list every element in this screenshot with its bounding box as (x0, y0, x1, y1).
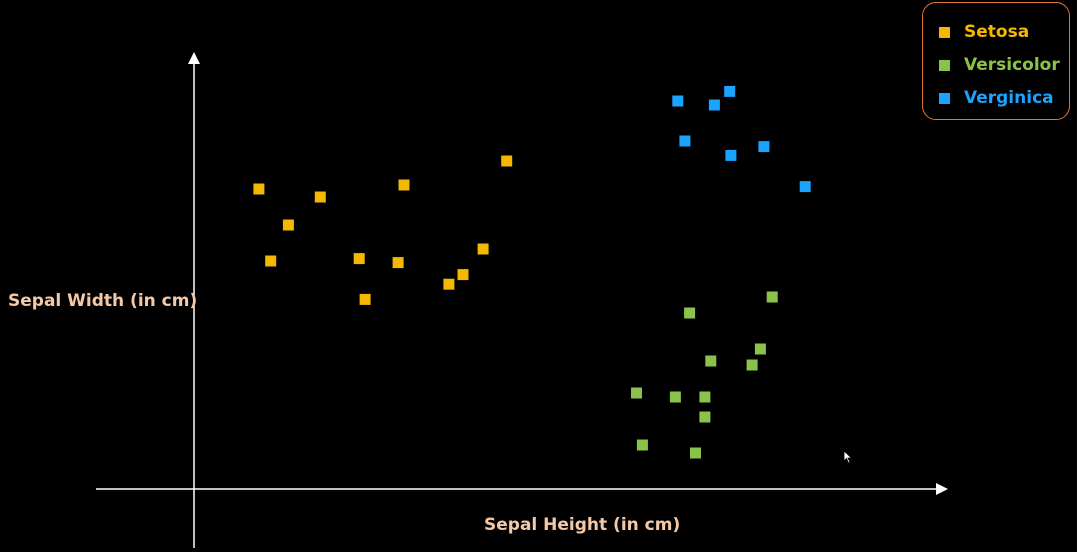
data-point-setosa-0 (253, 183, 265, 195)
data-point-versicolor-10 (766, 291, 778, 303)
data-point-verginica-1 (679, 135, 691, 147)
data-point-setosa-5 (359, 293, 371, 305)
y-axis-title: Sepal Width (in cm) (8, 291, 197, 311)
legend-item-versicolor: Versicolor (939, 54, 1060, 76)
data-point-versicolor-5 (699, 411, 711, 423)
data-point-setosa-7 (392, 257, 404, 269)
data-point-setosa-2 (314, 191, 326, 203)
legend-label-verginica: Verginica (964, 88, 1054, 108)
x-axis-title: Sepal Height (in cm) (484, 515, 680, 535)
data-point-verginica-2 (708, 99, 720, 111)
data-point-verginica-0 (672, 95, 684, 107)
data-point-setosa-6 (398, 179, 410, 191)
legend-swatch-verginica (939, 92, 950, 104)
legend-item-verginica: Verginica (939, 87, 1054, 109)
data-point-versicolor-3 (705, 355, 717, 367)
data-point-versicolor-9 (636, 439, 648, 451)
legend-label-versicolor: Versicolor (964, 55, 1060, 75)
data-point-versicolor-1 (684, 307, 696, 319)
data-point-setosa-3 (265, 255, 277, 267)
data-point-versicolor-4 (699, 391, 711, 403)
data-point-versicolor-2 (669, 391, 681, 403)
data-point-versicolor-6 (754, 343, 766, 355)
data-point-setosa-11 (501, 155, 513, 167)
data-point-verginica-5 (758, 141, 770, 153)
data-point-versicolor-8 (690, 447, 701, 459)
data-point-versicolor-7 (746, 359, 758, 371)
mouse-pointer-icon (843, 450, 853, 464)
data-point-setosa-10 (477, 243, 489, 255)
data-point-verginica-3 (724, 85, 736, 97)
data-point-verginica-6 (799, 181, 811, 193)
data-point-setosa-4 (353, 253, 365, 265)
data-point-setosa-1 (282, 219, 294, 231)
data-point-versicolor-0 (631, 387, 642, 399)
data-point-setosa-9 (457, 269, 469, 281)
legend-item-setosa: Setosa (939, 21, 1029, 43)
data-point-setosa-8 (443, 278, 455, 290)
legend-label-setosa: Setosa (964, 22, 1030, 42)
data-point-verginica-4 (725, 149, 737, 161)
legend-swatch-setosa (939, 26, 950, 38)
data-points-layer (253, 85, 811, 459)
legend: Setosa Versicolor Verginica (922, 2, 1070, 120)
legend-swatch-versicolor (939, 59, 950, 71)
